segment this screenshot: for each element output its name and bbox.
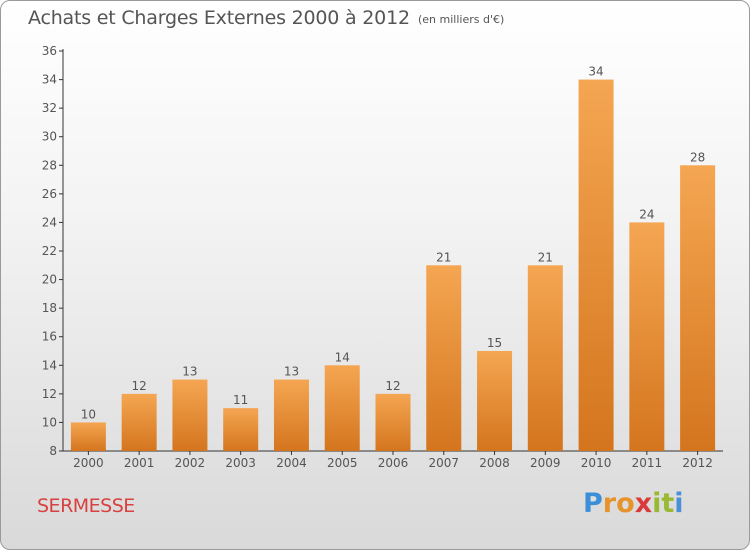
bar [172, 379, 208, 451]
bar [375, 393, 411, 451]
logo-letter: x [634, 488, 653, 519]
logo-letter: i [674, 488, 684, 519]
y-tick-label: 14 [42, 358, 57, 372]
bar [629, 222, 665, 451]
x-tick-label: 2004 [276, 456, 307, 470]
commune-name: SERMESSE [37, 495, 135, 517]
proxiti-logo: Proxiti [583, 488, 684, 519]
y-tick-label: 26 [42, 187, 57, 201]
logo-letter: P [583, 488, 603, 519]
bar [578, 79, 614, 452]
y-tick-label: 24 [42, 215, 57, 229]
bar [324, 365, 360, 451]
data-label: 24 [639, 207, 654, 221]
bar [223, 408, 259, 451]
x-tick-label: 2011 [632, 456, 663, 470]
bar [273, 379, 309, 451]
x-tick-label: 2008 [479, 456, 510, 470]
x-tick-label: 2012 [682, 456, 713, 470]
x-tick-label: 2001 [124, 456, 155, 470]
y-tick-label: 22 [42, 244, 57, 258]
data-label: 10 [81, 407, 96, 421]
x-tick-label: 2005 [327, 456, 358, 470]
data-label: 14 [335, 350, 350, 364]
data-label: 28 [690, 150, 705, 164]
chart-bars: 10 12 13 11 13 14 12 21 15 21 34 24 28 [70, 65, 716, 452]
bar [70, 422, 106, 451]
y-tick-label: 10 [42, 415, 57, 429]
data-label: 12 [385, 379, 400, 393]
data-label: 21 [436, 250, 451, 264]
y-tick-label: 12 [42, 387, 57, 401]
y-tick-label: 18 [42, 301, 57, 315]
data-label: 12 [132, 379, 147, 393]
y-tick-label: 20 [42, 273, 57, 287]
chart-subtitle: (en milliers d'€) [418, 13, 505, 26]
y-tick-label: 34 [42, 73, 57, 87]
data-label: 21 [538, 250, 553, 264]
logo-letter: i [652, 488, 662, 519]
x-tick-label: 2010 [581, 456, 612, 470]
x-tick-label: 2000 [73, 456, 104, 470]
y-tick-label: 8 [49, 444, 57, 458]
y-tick-label: 28 [42, 158, 57, 172]
bar [680, 165, 716, 452]
y-tick-label: 16 [42, 330, 57, 344]
logo-letter: o [616, 488, 635, 519]
y-tick-label: 32 [42, 101, 57, 115]
bar [527, 265, 563, 451]
data-label: 13 [182, 365, 197, 379]
y-tick-label: 30 [42, 130, 57, 144]
x-tick-label: 2006 [378, 456, 409, 470]
data-label: 15 [487, 336, 502, 350]
logo-letter: t [661, 488, 675, 519]
x-tick-label: 2009 [530, 456, 561, 470]
logo-letter: r [602, 488, 617, 519]
x-tick-label: 2007 [428, 456, 459, 470]
data-label: 11 [233, 393, 248, 407]
data-label: 34 [588, 65, 603, 79]
x-tick-label: 2003 [225, 456, 256, 470]
x-tick-label: 2002 [175, 456, 206, 470]
bar [426, 265, 462, 451]
bar [477, 351, 513, 451]
chart-title: Achats et Charges Externes 2000 à 2012 [28, 7, 410, 29]
data-label: 13 [284, 365, 299, 379]
y-tick-label: 36 [42, 44, 57, 58]
bar [121, 393, 157, 451]
